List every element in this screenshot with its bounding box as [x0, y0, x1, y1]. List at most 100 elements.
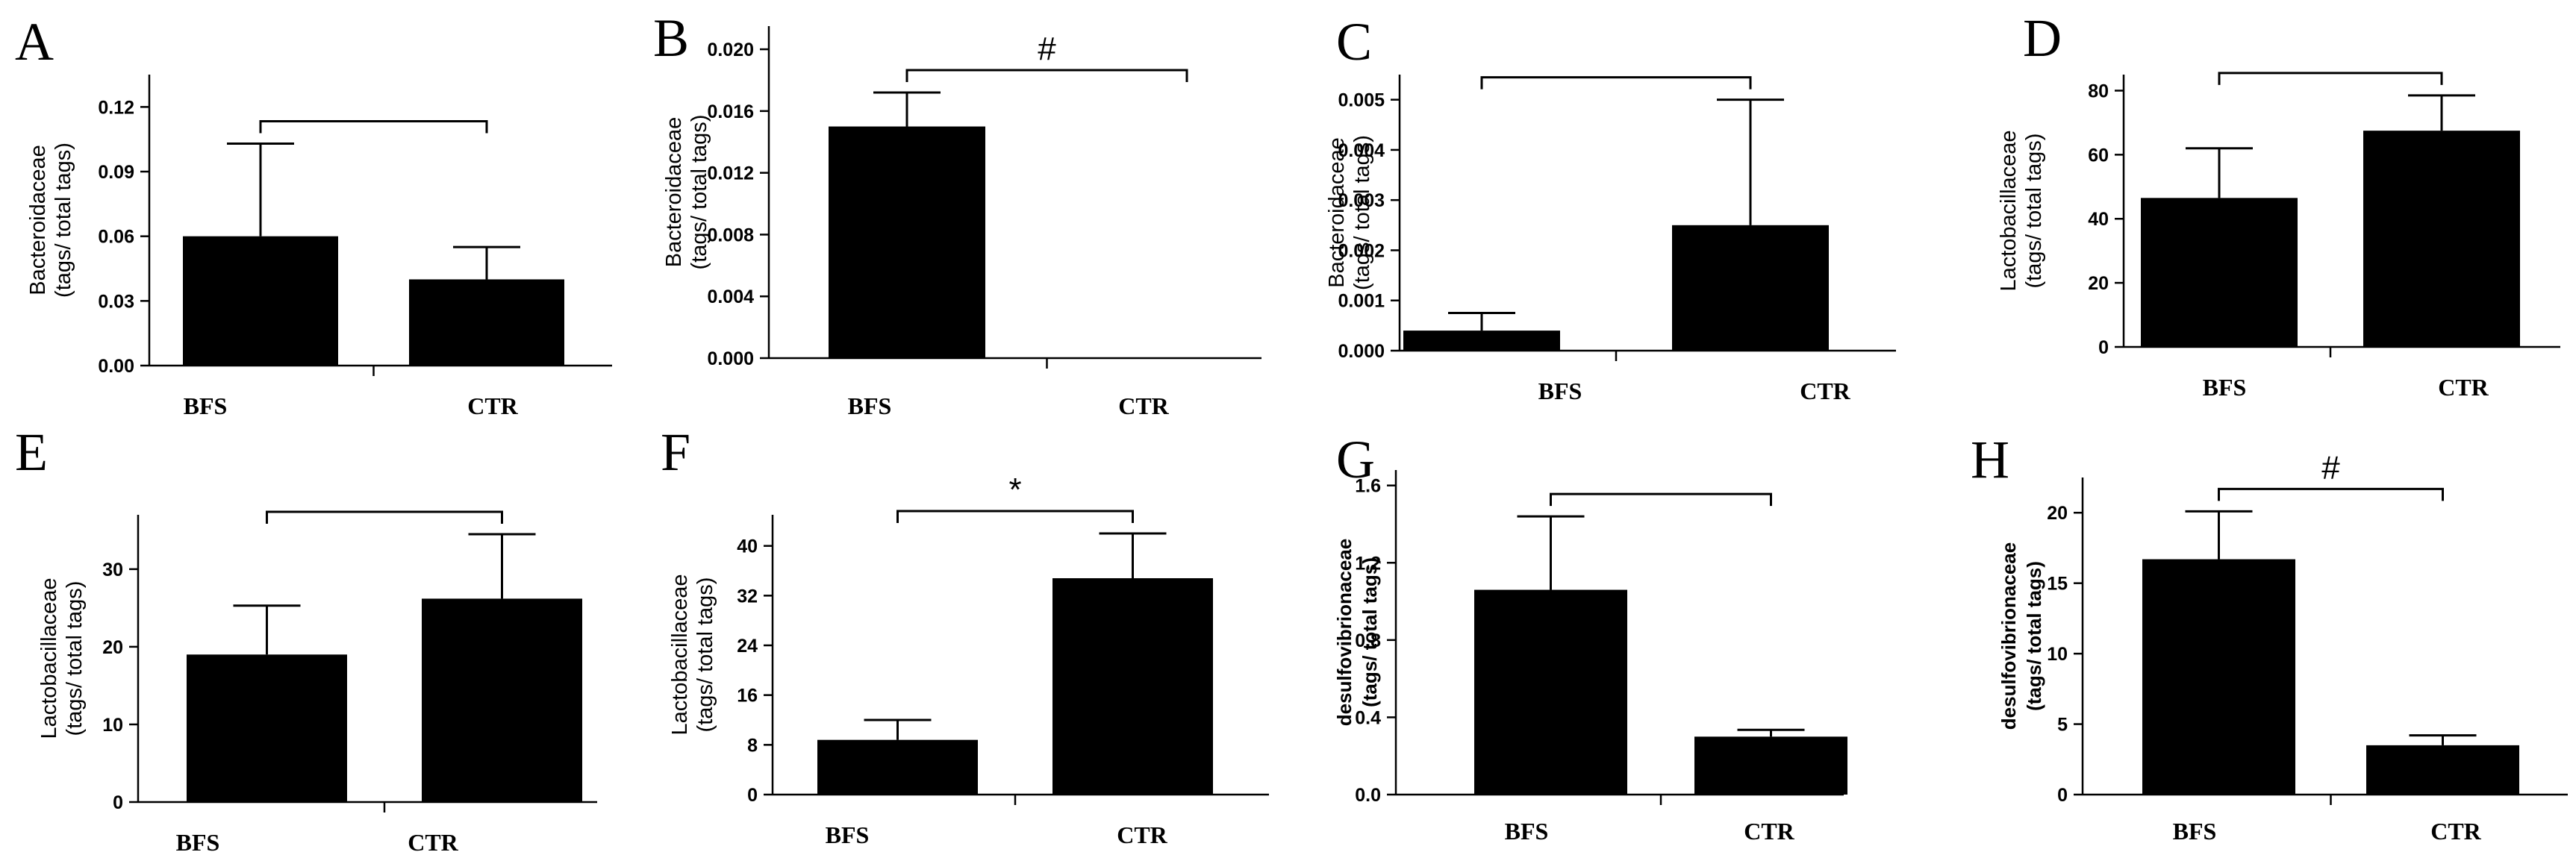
category-label-ctr: CTR: [2430, 818, 2481, 845]
y-axis-label: desulfovibrionaceae: [1998, 542, 2020, 730]
y-tick-label: 10: [102, 715, 123, 736]
y-tick-label: 0.4: [1355, 707, 1381, 728]
y-tick-label: 16: [737, 686, 758, 707]
bar-ctr: [1672, 225, 1829, 351]
category-label-bfs: BFS: [826, 821, 870, 848]
y-tick-label: 8: [747, 735, 758, 756]
panel-d: D 0 20 40 60 80 Lactobacillaceae (tags/ total t…: [1997, 8, 2560, 401]
bar-bfs: [1474, 589, 1627, 795]
bar-bfs: [2141, 198, 2298, 347]
y-tick-label: 0: [2057, 785, 2068, 806]
bar-bfs: [1403, 331, 1560, 351]
category-label-ctr: CTR: [1744, 818, 1794, 845]
y-tick-label: 0: [113, 792, 123, 813]
y-tick-label: 60: [2088, 145, 2109, 166]
significance-bracket: [1550, 492, 1772, 507]
significance-marker: *: [1008, 472, 1021, 508]
y-tick-label: 0.03: [98, 291, 134, 312]
significance-bracket: [2218, 487, 2444, 501]
category-label-bfs: BFS: [2203, 374, 2247, 401]
y-tick-label: 0.002: [1338, 240, 1385, 261]
y-tick-label: 0.004: [707, 286, 754, 307]
y-tick-label: 0.020: [707, 40, 754, 60]
significance-marker: #: [2321, 449, 2340, 486]
bar-bfs: [817, 739, 978, 795]
bar-bfs: [183, 236, 338, 366]
y-tick-label: 1.6: [1355, 476, 1381, 497]
category-label-bfs: BFS: [1538, 378, 1582, 404]
bar-ctr: [2366, 745, 2519, 795]
y-axis-label: Lactobacillaceae: [37, 577, 61, 739]
y-tick-label: 0.8: [1355, 630, 1381, 651]
y-tick-label: 0: [747, 785, 758, 806]
y-axis-label-units: (tags/ total tags): [63, 581, 87, 736]
y-tick-label: 1.2: [1355, 553, 1381, 574]
y-axis-label: Bacteroidaceae: [662, 117, 686, 268]
panel-letter: G: [1336, 430, 1375, 489]
bar-bfs: [187, 654, 347, 802]
panel-letter: C: [1336, 12, 1372, 72]
y-tick-label: 0.09: [98, 162, 134, 183]
panel-letter: B: [653, 8, 689, 68]
y-axis-label-units: (tags/ total tags): [2022, 134, 2046, 289]
bar-ctr: [1694, 736, 1847, 795]
y-tick-label: 40: [737, 536, 758, 557]
y-tick-label: 0.005: [1338, 90, 1385, 111]
significance-bracket: [896, 510, 1134, 523]
bar-bfs: [2142, 559, 2295, 795]
panel-letter: F: [661, 422, 690, 482]
y-tick-label: 20: [102, 637, 123, 658]
y-tick-label: 24: [737, 636, 758, 657]
y-tick-label: 80: [2088, 81, 2109, 101]
y-axis-label: Lactobacillaceae: [668, 574, 692, 735]
panel-e: E 0 10 20 30 Lactobacillaceae (tags/ total tag…: [15, 422, 597, 856]
category-label-bfs: BFS: [848, 392, 892, 419]
category-label-ctr: CTR: [2438, 374, 2489, 401]
significance-marker: #: [1038, 31, 1056, 67]
category-label-bfs: BFS: [176, 829, 220, 856]
y-tick-label: 20: [2088, 273, 2109, 294]
panel-g: G 0.0 0.4 0.8 1.2 1.6 desulfovibrionaceae (tags…: [1333, 430, 1847, 845]
panel-c: C 0.000 0.001 0.002 0.003 0.004 0.005 Bacteroid…: [1325, 12, 1896, 404]
category-label-ctr: CTR: [1118, 392, 1169, 419]
y-tick-label: 0.004: [1338, 140, 1385, 161]
panel-h: H 0 5 10 15 20 desulfovibrionaceae (tags/ total…: [1971, 430, 2568, 845]
y-tick-label: 0.00: [98, 356, 134, 377]
y-tick-label: 20: [2047, 503, 2068, 524]
panel-letter: A: [15, 12, 54, 72]
category-label-bfs: BFS: [2173, 818, 2217, 845]
y-axis-label-units: (tags/ total tags): [52, 143, 75, 298]
y-tick-label: 15: [2047, 574, 2068, 595]
category-label-ctr: CTR: [1800, 378, 1850, 404]
category-label-ctr: CTR: [1117, 821, 1167, 848]
panel-a: A 0.00 0.03 0.06 0.09 0.12 Bacteroidaceae (tags…: [15, 12, 612, 419]
y-tick-label: 0.003: [1338, 190, 1385, 211]
category-label-ctr: CTR: [467, 392, 518, 419]
panel-letter: D: [2023, 8, 2062, 68]
y-tick-label: 0.008: [707, 225, 754, 245]
panel-letter: E: [15, 422, 48, 482]
y-axis-label-units: (tags/ total tags): [693, 577, 717, 733]
y-tick-label: 0.000: [707, 348, 754, 369]
y-axis-label: Bacteroidaceae: [26, 145, 50, 295]
y-tick-label: 5: [2057, 715, 2068, 736]
y-tick-label: 0.001: [1338, 291, 1385, 312]
y-tick-label: 0.016: [707, 101, 754, 122]
bar-ctr: [1052, 578, 1213, 795]
y-tick-label: 0.000: [1338, 341, 1385, 362]
bar-ctr: [422, 598, 582, 802]
y-tick-label: 32: [737, 586, 758, 607]
y-axis-label-units: (tags/ total tags): [687, 115, 711, 270]
y-tick-label: 0.0: [1355, 785, 1381, 806]
bar-ctr: [2363, 131, 2520, 347]
significance-bracket: [259, 119, 488, 134]
y-axis-label: Bacteroidaceae: [1325, 137, 1349, 288]
significance-bracket: [1480, 76, 1752, 90]
y-axis-label-units: (tags/ total tags): [2023, 561, 2045, 711]
y-tick-label: 40: [2088, 209, 2109, 230]
category-label-bfs: BFS: [1505, 818, 1549, 845]
panel-b: B 0.000 0.004 0.008 0.012 0.016 0.020 Bacteroid…: [653, 8, 1262, 419]
panel-letter: H: [1971, 430, 2009, 489]
significance-bracket: [905, 69, 1188, 82]
